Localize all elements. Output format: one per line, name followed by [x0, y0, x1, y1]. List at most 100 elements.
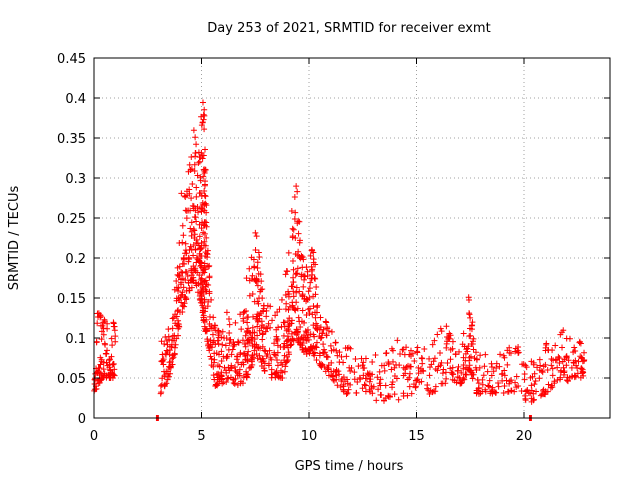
data-point — [259, 336, 266, 343]
data-point — [245, 348, 252, 355]
data-point — [495, 383, 502, 390]
data-point — [431, 355, 438, 362]
data-point — [515, 382, 522, 389]
data-point — [295, 328, 302, 335]
data-point — [460, 330, 467, 337]
data-point — [274, 349, 281, 356]
data-point — [214, 337, 221, 344]
data-point — [241, 340, 248, 347]
data-point — [356, 374, 363, 381]
data-point — [508, 377, 515, 384]
data-point — [409, 350, 416, 357]
data-point — [165, 333, 172, 340]
data-point — [344, 389, 351, 396]
data-point — [225, 316, 232, 323]
data-point — [296, 288, 303, 295]
data-point — [386, 393, 393, 400]
data-point — [419, 367, 426, 374]
data-point — [100, 374, 107, 381]
data-point — [204, 262, 211, 269]
data-point — [545, 347, 552, 354]
data-point — [284, 356, 291, 363]
data-point — [235, 339, 242, 346]
data-point — [251, 264, 258, 271]
data-point — [288, 317, 295, 324]
data-point — [452, 351, 459, 358]
data-point — [426, 355, 433, 362]
data-point — [320, 341, 327, 348]
data-point — [289, 283, 296, 290]
data-point — [571, 374, 578, 381]
data-point — [249, 291, 256, 298]
data-point — [319, 330, 326, 337]
data-point — [406, 374, 413, 381]
data-point — [498, 371, 505, 378]
data-point — [501, 367, 508, 374]
data-point — [240, 315, 247, 322]
data-point — [290, 278, 297, 285]
data-point — [281, 343, 288, 350]
data-point — [488, 372, 495, 379]
data-point — [201, 238, 208, 245]
data-point — [286, 303, 293, 310]
data-point — [368, 385, 375, 392]
data-point — [262, 328, 269, 335]
data-point — [294, 270, 301, 277]
data-point — [203, 281, 210, 288]
data-point — [202, 242, 209, 249]
data-point — [293, 284, 300, 291]
data-point — [300, 283, 307, 290]
data-point — [110, 319, 117, 326]
data-point — [336, 349, 343, 356]
data-point — [266, 347, 273, 354]
data-point — [295, 314, 302, 321]
data-point — [94, 320, 101, 327]
data-point — [201, 112, 208, 119]
data-point — [563, 335, 570, 342]
data-point — [547, 384, 554, 391]
data-point — [359, 385, 366, 392]
data-point — [336, 359, 343, 366]
data-point — [262, 348, 269, 355]
data-point — [98, 328, 105, 335]
data-point — [578, 365, 585, 372]
data-point — [477, 390, 484, 397]
data-point — [447, 365, 454, 372]
data-point — [466, 362, 473, 369]
data-point — [369, 359, 376, 366]
data-layer — [91, 99, 588, 421]
data-point — [418, 354, 425, 361]
data-point — [281, 368, 288, 375]
data-point — [460, 361, 467, 368]
data-point — [256, 253, 263, 260]
data-point — [201, 296, 208, 303]
data-point — [328, 359, 335, 366]
data-point — [522, 362, 529, 369]
data-point — [402, 370, 409, 377]
data-point — [324, 324, 331, 331]
data-point — [158, 338, 165, 345]
data-point — [563, 354, 570, 361]
data-point — [373, 397, 380, 404]
data-point — [229, 346, 236, 353]
data-point — [100, 374, 107, 381]
data-point — [102, 350, 109, 357]
data-point — [555, 353, 562, 360]
data-point — [167, 364, 174, 371]
data-point — [311, 275, 318, 282]
data-point — [280, 319, 287, 326]
data-point — [414, 344, 421, 351]
data-point — [497, 351, 504, 358]
data-point — [394, 337, 401, 344]
data-point — [169, 315, 176, 322]
data-point — [250, 256, 257, 263]
data-point — [191, 161, 198, 168]
data-point — [111, 323, 118, 330]
data-point — [289, 302, 296, 309]
data-point — [202, 277, 209, 284]
data-point — [480, 372, 487, 379]
data-point — [254, 259, 261, 266]
data-point — [493, 389, 500, 396]
data-point — [288, 330, 295, 337]
data-point — [388, 345, 395, 352]
